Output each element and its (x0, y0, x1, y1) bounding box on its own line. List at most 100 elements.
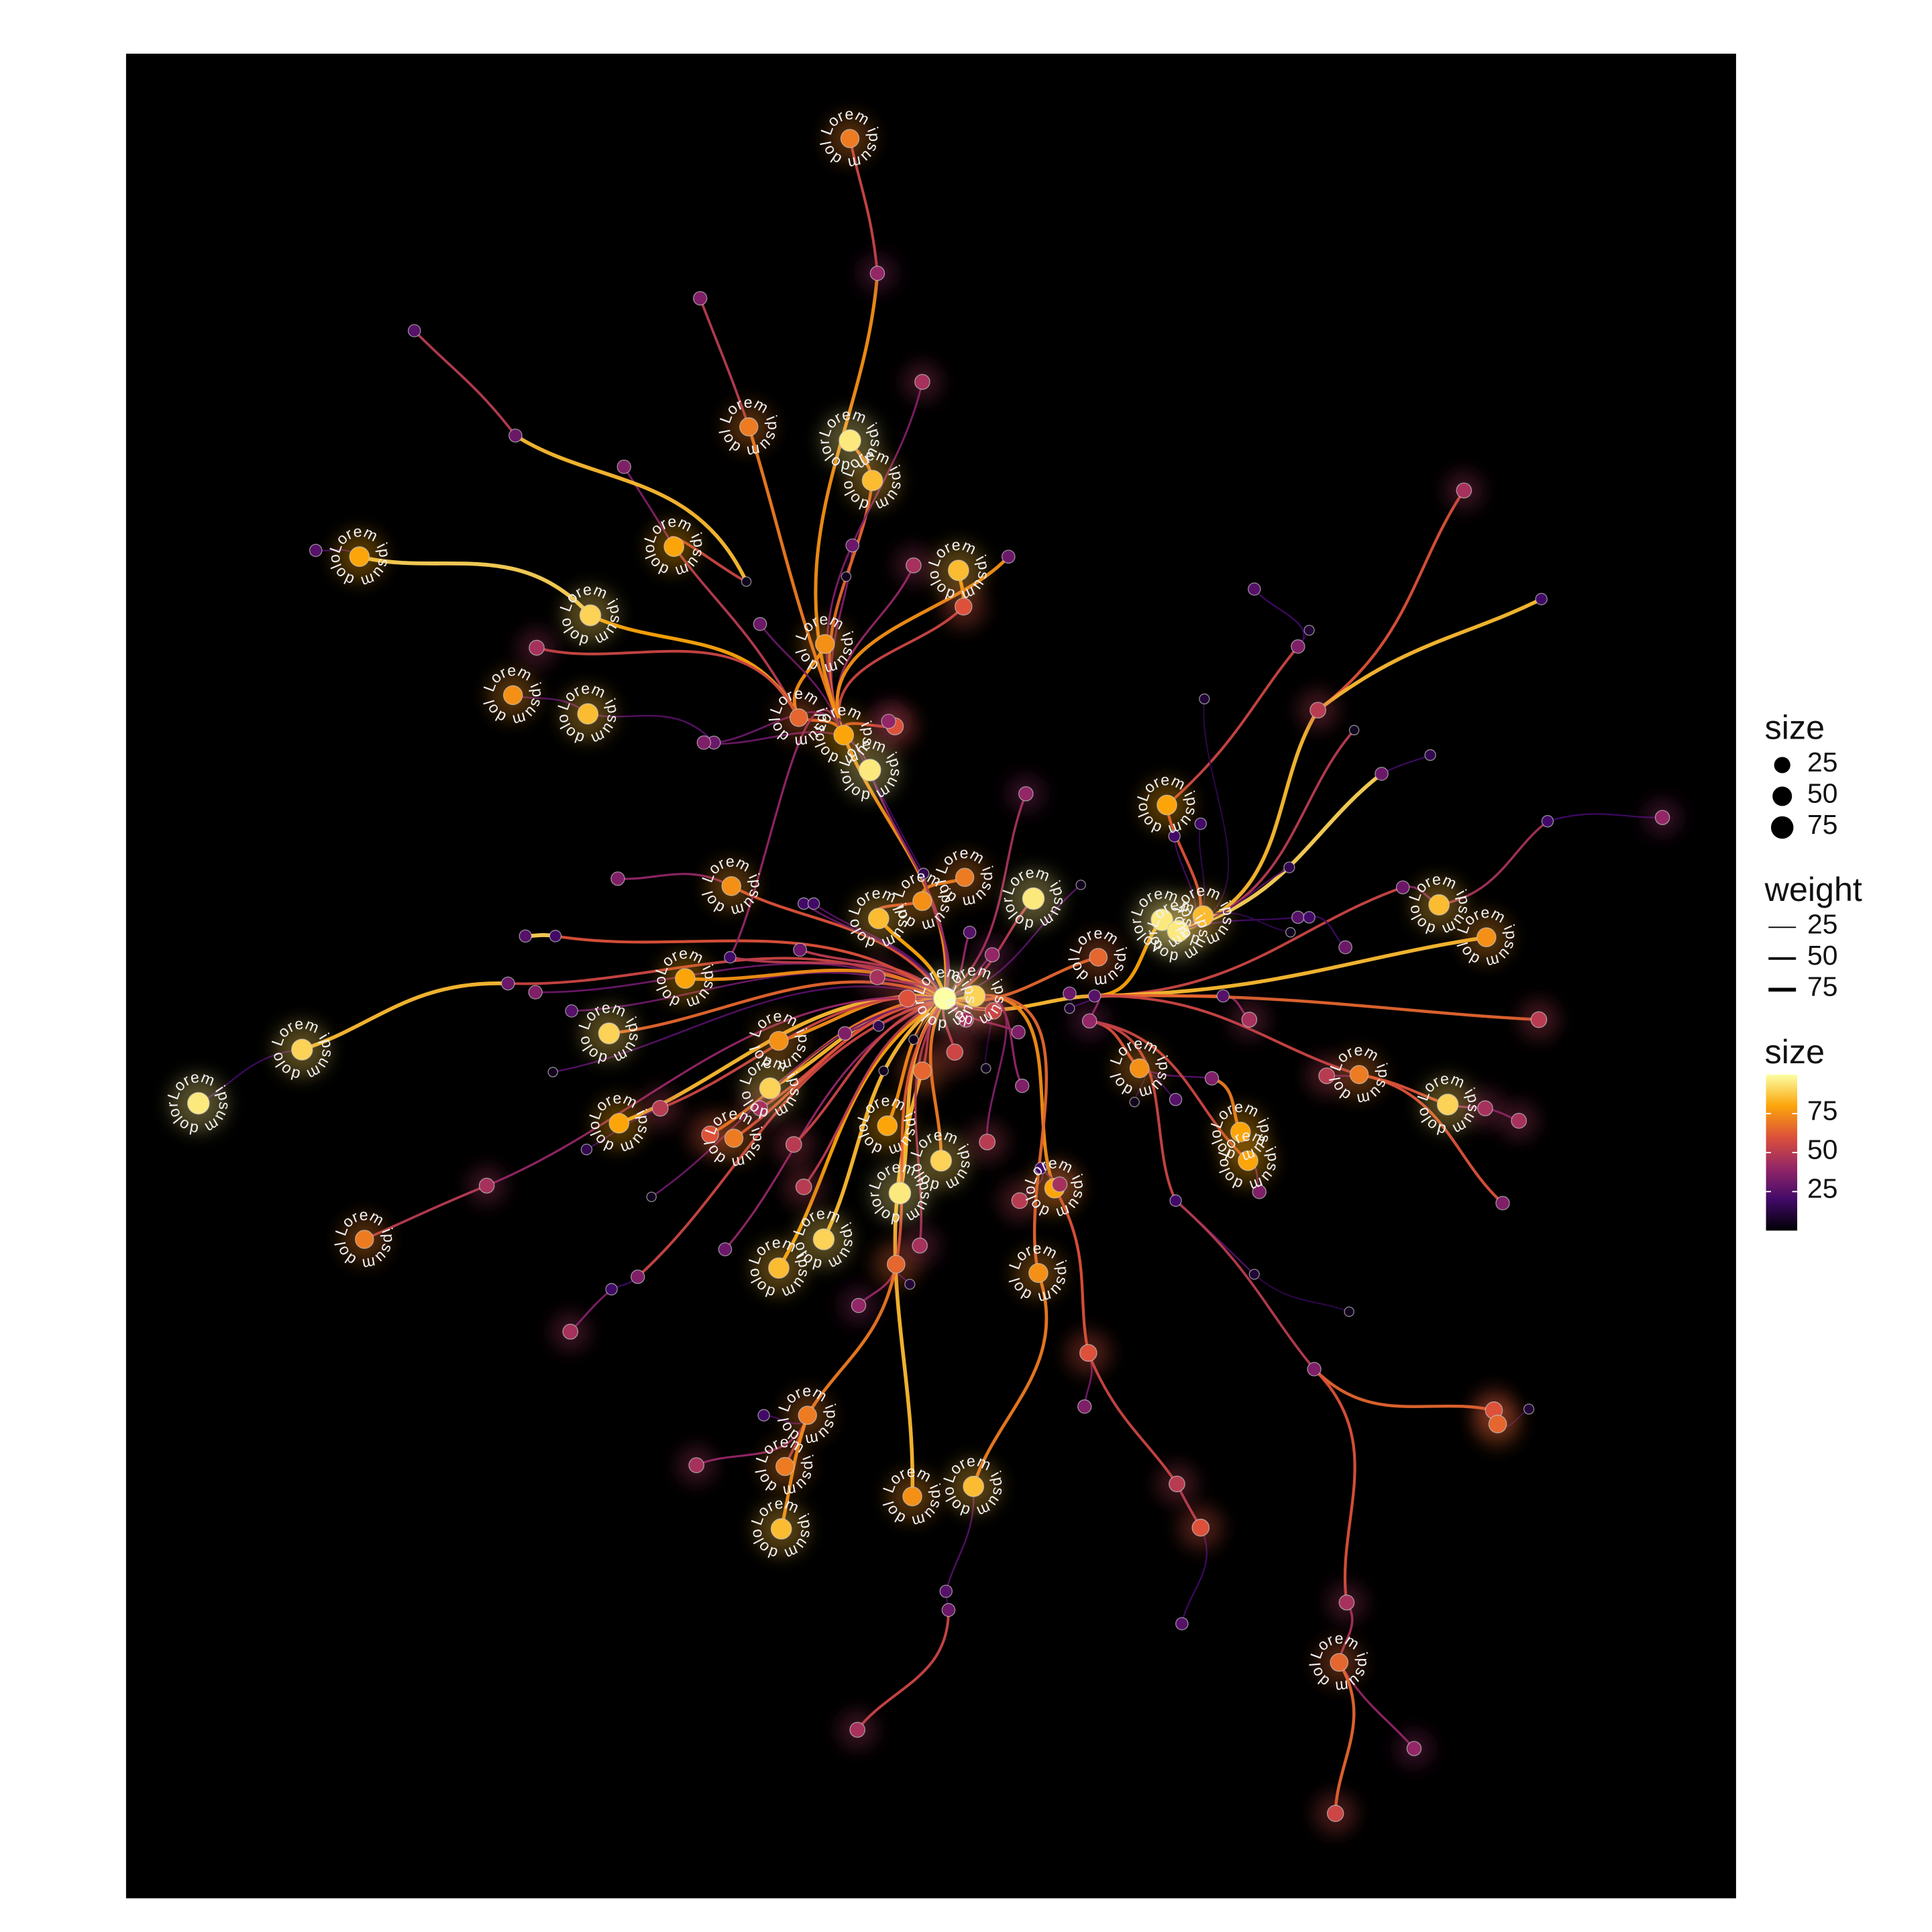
node (1077, 1399, 1092, 1414)
edge (357, 554, 592, 618)
node (851, 1297, 867, 1313)
color-legend-ticks: 75 50 25 (1766, 1095, 1838, 1204)
node (814, 634, 835, 654)
node-layer (186, 129, 1670, 1822)
node (912, 1237, 928, 1254)
node (1216, 989, 1230, 1003)
node (1169, 1475, 1185, 1493)
node (547, 1067, 558, 1077)
node (941, 1603, 956, 1617)
node (1488, 1414, 1507, 1434)
node (1456, 482, 1472, 498)
node (955, 867, 975, 888)
node (1436, 1093, 1459, 1116)
node (904, 1279, 916, 1290)
node (947, 559, 969, 582)
edge (747, 425, 846, 737)
node (1011, 1192, 1028, 1210)
edge (300, 981, 510, 1052)
node (873, 1020, 885, 1032)
node (718, 1242, 733, 1256)
node (795, 1178, 812, 1195)
edge (1253, 1273, 1350, 1313)
node (768, 1257, 790, 1279)
size-legend-label: 25 (1807, 747, 1838, 777)
node (579, 604, 602, 627)
node (519, 929, 533, 943)
node (1022, 887, 1045, 910)
node (1428, 894, 1450, 916)
node (478, 1177, 495, 1194)
node (1018, 786, 1034, 802)
node (769, 1030, 789, 1051)
node (878, 1065, 889, 1077)
node (1034, 1162, 1047, 1175)
color-legend-label: 75 (1807, 1095, 1838, 1126)
weight-legend-label: 25 (1807, 909, 1838, 940)
node (845, 538, 860, 553)
node (877, 1115, 898, 1136)
node (1330, 1653, 1349, 1672)
node (1395, 880, 1410, 895)
node (1064, 1003, 1075, 1014)
node (906, 557, 922, 574)
node (757, 1409, 770, 1421)
node (1157, 794, 1177, 816)
node (833, 724, 855, 746)
node (598, 1022, 621, 1044)
color-legend-label: 50 (1807, 1134, 1838, 1165)
node (565, 1004, 578, 1018)
node (724, 1128, 744, 1148)
node (1081, 1013, 1097, 1029)
node (869, 266, 885, 281)
node (1075, 879, 1086, 890)
node (696, 735, 711, 750)
node (888, 1181, 912, 1205)
node (1238, 1150, 1258, 1171)
node (1247, 582, 1261, 596)
node (741, 576, 752, 587)
node (1283, 861, 1295, 873)
node (1348, 724, 1360, 736)
edge (856, 1609, 950, 1731)
node (1424, 749, 1436, 761)
size-legend: size 25 50 75 (1765, 708, 1838, 839)
node (912, 891, 932, 912)
node (775, 1456, 795, 1477)
weight-legend-title: weight (1764, 871, 1862, 908)
node (1150, 908, 1173, 931)
node (1129, 1097, 1140, 1108)
node (886, 1254, 906, 1274)
node (939, 1585, 953, 1598)
edge (730, 884, 947, 1000)
node (1535, 592, 1548, 606)
node (1089, 948, 1108, 967)
node (1028, 1263, 1049, 1283)
edge (1088, 1019, 1177, 1202)
node (1344, 1306, 1354, 1318)
edge (1165, 645, 1299, 806)
node (349, 546, 370, 568)
node (1175, 1617, 1189, 1631)
node (1511, 1112, 1527, 1129)
node (798, 1405, 817, 1425)
node (1291, 910, 1305, 924)
node (1406, 1741, 1422, 1756)
node (1303, 911, 1316, 924)
node (1087, 989, 1102, 1003)
edge (729, 708, 845, 959)
node (1169, 1194, 1182, 1207)
node (1477, 1100, 1493, 1116)
node (407, 324, 421, 337)
node (963, 925, 977, 939)
node (605, 1283, 618, 1296)
node (1307, 1362, 1322, 1377)
size-legend-key-medium (1772, 786, 1792, 806)
node (793, 943, 807, 957)
size-legend-key-small (1774, 757, 1790, 773)
node (985, 1002, 1002, 1020)
node (1199, 693, 1210, 704)
node (867, 908, 890, 930)
node (1169, 1093, 1183, 1106)
node (675, 968, 696, 989)
